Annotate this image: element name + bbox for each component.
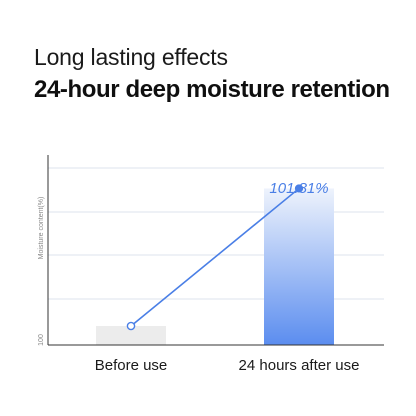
marker-before-use: [126, 321, 136, 331]
headline: Long lasting effects: [34, 44, 228, 70]
bar-after-use: [264, 188, 334, 345]
y-tick-label: 100: [38, 334, 45, 346]
y-axis-label: Moisture content(%): [38, 197, 45, 260]
x-tick-label: 24 hours after use: [239, 357, 360, 374]
bar-before-use: [96, 326, 166, 345]
subheadline: 24-hour deep moisture retention: [34, 76, 390, 103]
trend-line: [130, 187, 300, 327]
data-label: 101.81%: [269, 180, 328, 197]
data-labels: 101.81%: [269, 180, 328, 197]
marker-after-use: [294, 184, 304, 193]
x-tick-labels: Before use 24 hours after use: [95, 357, 360, 374]
x-tick-label: Before use: [95, 357, 168, 374]
bars: [96, 188, 334, 345]
trend-line-group: [126, 184, 304, 331]
